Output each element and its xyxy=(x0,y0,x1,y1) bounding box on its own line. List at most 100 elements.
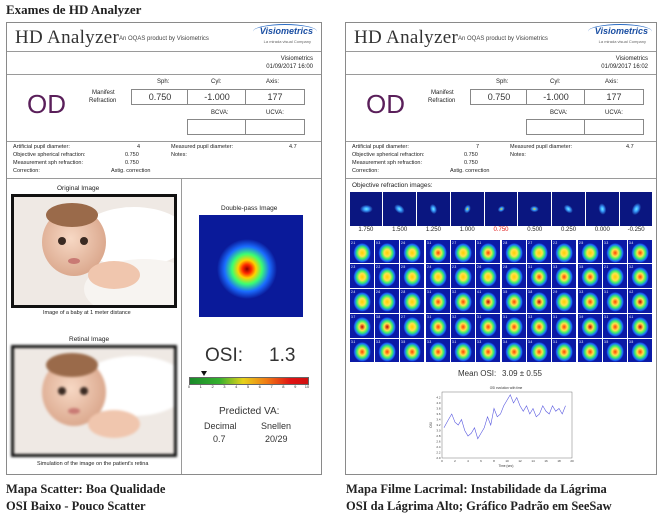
osi-scale-tick: 2 xyxy=(211,384,214,389)
svg-text:3.1: 3.1 xyxy=(477,240,482,244)
correction-label: Correction: xyxy=(352,168,379,174)
svg-text:3.2: 3.2 xyxy=(629,265,634,269)
sph-label: Sph: xyxy=(496,79,509,85)
osi-grid-cell: 3.3 xyxy=(425,338,450,363)
osi-grid-cell: 2.5 xyxy=(577,239,602,264)
correction-value: Astig. correction xyxy=(450,168,490,174)
osi-grid-cell: 2.3 xyxy=(349,264,374,289)
osi-grid-cell: 3.1 xyxy=(349,338,374,363)
svg-text:2.3: 2.3 xyxy=(452,265,457,269)
osi-grid-cell: 3.3 xyxy=(577,289,602,313)
original-image-title: Original Image xyxy=(57,185,100,192)
osi-grid-cell: 3.5 xyxy=(577,264,602,289)
correction-label: Correction: xyxy=(13,168,40,174)
y-tick-label: 3.8 xyxy=(436,407,441,411)
osi-grid-cell: 3.2 xyxy=(450,313,476,338)
meas-pupil-value: 4.7 xyxy=(289,144,297,150)
osi-grid-cell: 3.1 xyxy=(425,289,450,313)
brand-logo: Visiometrics xyxy=(594,26,648,36)
refraction-thumbnail xyxy=(417,192,450,226)
svg-text:2.4: 2.4 xyxy=(350,290,355,294)
ucva-label: UCVA: xyxy=(266,110,284,116)
osi-grid-cell: 3.2 xyxy=(628,264,653,289)
osi-scale-tick: 8 xyxy=(282,384,285,389)
osi-grid-cell: 3.5 xyxy=(400,338,425,363)
x-tick-label: 2 xyxy=(454,459,456,463)
caption-right-2: OSI da Lágrima Alto; Gráfico Padrão em S… xyxy=(346,499,612,513)
refraction-thumbnail xyxy=(518,192,552,226)
osi-grid-cell: 3.1 xyxy=(552,338,577,363)
brand-arc-icon xyxy=(253,24,317,39)
svg-text:2.5: 2.5 xyxy=(578,240,583,244)
y-tick-label: 2.6 xyxy=(436,440,441,444)
refraction-value: 0.250 xyxy=(561,227,577,233)
axis-label: Axis: xyxy=(266,79,280,85)
y-tick-label: 2.4 xyxy=(436,445,441,449)
axis-field: 177 xyxy=(245,89,305,105)
osi-grid-cell: 2.6 xyxy=(374,289,400,313)
refraction-value: 0.500 xyxy=(527,227,543,233)
osi-image-grid: 2.1 0.3 2.6 3.1 2.7 3.1 2.8 2.7 2.2 2.5 3.3 3.4 2.3 2… xyxy=(349,239,653,363)
svg-text:3.1: 3.1 xyxy=(477,315,482,319)
obj-sph-value: 0.750 xyxy=(125,152,139,158)
art-pupil-value: 7 xyxy=(476,144,480,150)
osi-grid-cell: 3.4 xyxy=(628,239,653,264)
retinal-image xyxy=(11,345,177,457)
svg-text:4.1: 4.1 xyxy=(477,290,482,294)
osi-marker-icon xyxy=(201,371,208,376)
svg-text:3.1: 3.1 xyxy=(452,340,457,344)
snellen-label: Snellen xyxy=(261,421,292,431)
x-tick-label: 18 xyxy=(557,459,561,463)
refraction-thumbnail xyxy=(585,192,619,226)
obj-ref-images-label: Objective refraction images: xyxy=(352,182,433,189)
center-name: Visiometrics xyxy=(280,56,313,62)
osi-scale-tick: 10 xyxy=(304,384,310,389)
center-name: Visiometrics xyxy=(615,56,648,62)
obj-sph-label: Objective spherical refraction: xyxy=(352,152,425,158)
svg-text:2.2: 2.2 xyxy=(376,265,381,269)
sph-field: 0.750 xyxy=(131,89,189,105)
svg-text:3.9: 3.9 xyxy=(578,315,583,319)
svg-text:3.1: 3.1 xyxy=(426,290,431,294)
tagline: An OQAS product by Visiometrics xyxy=(119,36,209,42)
osi-grid-cell: 3.3 xyxy=(526,313,552,338)
osi-value: 1.3 xyxy=(269,345,296,366)
svg-text:3.1: 3.1 xyxy=(426,315,431,319)
x-tick-label: 8 xyxy=(493,459,495,463)
osi-grid-cell: 3.1 xyxy=(476,239,501,264)
brand-sub: La mirada visual Company xyxy=(263,39,311,44)
osi-grid-cell: 4.1 xyxy=(628,313,653,338)
osi-grid-cell: 2.8 xyxy=(501,239,526,264)
caption-left-2: OSI Baixo - Pouco Scatter xyxy=(6,499,146,513)
tagline: An OQAS product by Visiometrics xyxy=(458,36,548,42)
osi-grid-cell: 2.3 xyxy=(450,264,476,289)
svg-text:3.5: 3.5 xyxy=(604,340,609,344)
svg-text:2.4: 2.4 xyxy=(426,265,431,269)
osi-scale-tick: 4 xyxy=(235,384,238,389)
axis-field: 177 xyxy=(584,89,644,105)
osi-grid-cell: 2.8 xyxy=(400,289,425,313)
app-title: HD Analyzer xyxy=(15,27,120,48)
osi-grid-cell: 3.1 xyxy=(501,313,526,338)
osi-grid-cell: 3.3 xyxy=(602,239,628,264)
osi-grid-cell: 2.7 xyxy=(526,239,552,264)
osi-scale-tick: 3 xyxy=(223,384,226,389)
refraction-thumbnail xyxy=(383,192,417,226)
x-tick-label: 6 xyxy=(480,459,482,463)
osi-grid-cell: 3.1 xyxy=(552,313,577,338)
cyl-label: Cyl: xyxy=(550,79,561,85)
refraction-value: -0.250 xyxy=(627,227,645,233)
notes-label: Notes: xyxy=(510,152,526,158)
notes-label: Notes: xyxy=(171,152,187,158)
predicted-va-label: Predicted VA: xyxy=(219,406,280,417)
original-image-caption: Image of a baby at 1 meter distance xyxy=(43,310,131,316)
svg-text:3.1: 3.1 xyxy=(553,340,558,344)
svg-text:3.5: 3.5 xyxy=(578,265,583,269)
svg-text:2.9: 2.9 xyxy=(553,290,558,294)
art-pupil-label: Artificial pupil diameter: xyxy=(13,144,70,150)
osi-grid-cell: 2.2 xyxy=(374,264,400,289)
double-pass-title: Double-pass Image xyxy=(221,205,278,212)
osi-grid-cell: 3.8 xyxy=(374,313,400,338)
osi-grid-cell: 2.5 xyxy=(400,264,425,289)
refraction-value: 1.000 xyxy=(459,227,475,233)
